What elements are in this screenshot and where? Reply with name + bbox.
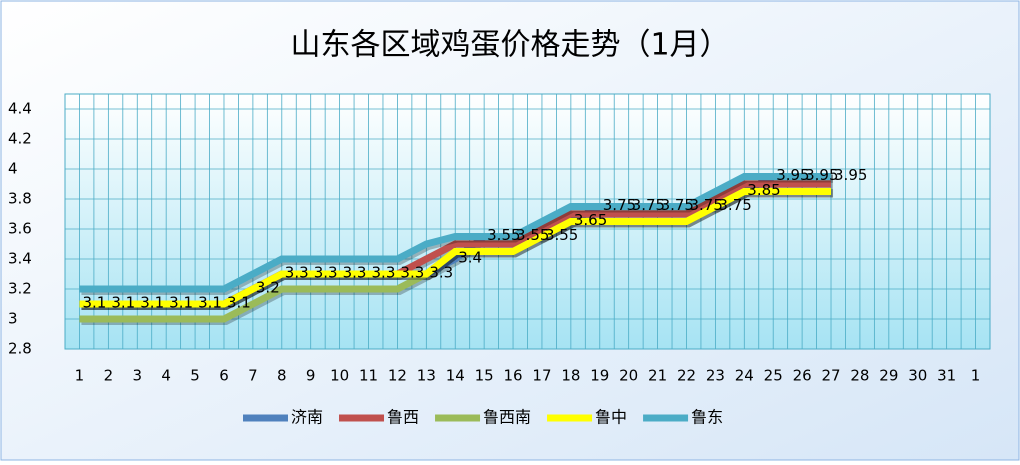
x-tick-label: 20 [619,367,638,385]
y-tick-label: 4 [8,160,18,178]
x-tick-label: 24 [735,367,754,385]
x-tick-label: 14 [446,367,465,385]
data-label: 3.95 [834,166,867,184]
data-label: 3.2 [256,279,280,297]
data-label: 3.65 [574,211,607,229]
data-label: 3.75 [632,196,665,214]
legend-label: 鲁西 [387,408,419,427]
x-tick-label: 9 [306,367,316,385]
x-tick-label: 7 [248,367,258,385]
data-label: 3.85 [747,181,780,199]
legend-label: 鲁西南 [483,408,531,427]
legend-label: 鲁东 [691,408,723,427]
x-tick-label: 31 [937,367,956,385]
x-tick-label: 19 [590,367,609,385]
data-label: 3.55 [487,226,520,244]
chart-title: 山东各区域鸡蛋价格走势（1月） [290,28,729,63]
data-label: 3.3 [372,264,396,282]
y-tick-label: 3 [8,310,18,328]
data-label: 3.95 [776,166,809,184]
x-tick-label: 30 [908,367,927,385]
data-label: 3.75 [661,196,694,214]
data-label: 3.95 [805,166,838,184]
y-tick-label: 4.2 [8,130,32,148]
x-tick-label: 2 [104,367,114,385]
x-tick-label: 18 [561,367,580,385]
data-label: 3.55 [545,226,578,244]
data-label: 3.3 [314,264,338,282]
data-label: 3.1 [82,294,106,312]
x-tick-label: 26 [793,367,812,385]
x-tick-label: 28 [850,367,869,385]
x-tick-label: 17 [532,367,551,385]
x-tick-label: 23 [706,367,725,385]
data-label: 3.1 [227,294,251,312]
data-label: 3.3 [285,264,309,282]
x-tick-label: 5 [190,367,200,385]
x-tick-label: 13 [417,367,436,385]
data-label: 3.75 [689,196,722,214]
data-label: 3.3 [343,264,367,282]
legend-label: 济南 [291,408,323,427]
data-label: 3.55 [516,226,549,244]
y-tick-label: 3.2 [8,280,32,298]
x-tick-label: 8 [277,367,287,385]
x-tick-label: 1 [971,367,981,385]
y-tick-label: 3.6 [8,220,32,238]
y-tick-label: 4.4 [8,100,32,118]
data-label: 3.1 [111,294,135,312]
data-label: 3.4 [458,249,482,267]
y-tick-label: 3.4 [8,250,32,268]
x-tick-label: 29 [879,367,898,385]
x-tick-label: 27 [821,367,840,385]
x-tick-label: 15 [475,367,494,385]
data-label: 3.1 [169,294,193,312]
x-tick-label: 4 [161,367,171,385]
y-tick-label: 3.8 [8,190,32,208]
y-tick-label: 2.8 [8,340,32,358]
x-tick-label: 21 [648,367,667,385]
x-tick-label: 22 [677,367,696,385]
data-label: 3.1 [140,294,164,312]
x-tick-label: 12 [388,367,407,385]
x-tick-label: 1 [75,367,85,385]
x-tick-label: 10 [330,367,349,385]
data-label: 3.3 [400,264,424,282]
data-label: 3.75 [603,196,636,214]
data-label: 3.75 [718,196,751,214]
x-tick-label: 25 [764,367,783,385]
x-tick-label: 16 [504,367,523,385]
series-line [79,173,832,293]
x-tick-label: 3 [132,367,142,385]
x-tick-label: 6 [219,367,229,385]
x-tick-label: 11 [359,367,378,385]
data-label: 3.3 [429,264,453,282]
data-label: 3.1 [198,294,222,312]
series-line [79,188,832,308]
legend-label: 鲁中 [595,408,627,427]
